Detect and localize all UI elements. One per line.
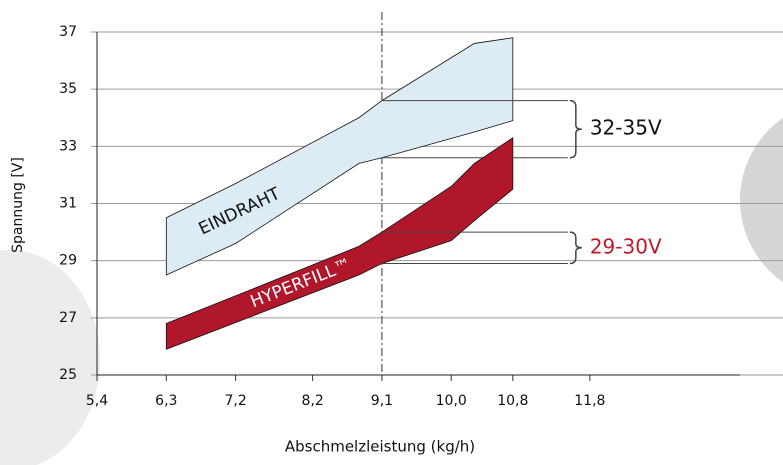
background-decoration [0,250,100,465]
y-axis-label: Spannung [V] [10,157,26,253]
x-tick-label: 5,4 [86,393,108,409]
y-tick-label: 29 [59,253,77,269]
y-tick-label: 35 [59,81,77,97]
bracket [569,99,582,159]
x-tick-label: 7,2 [224,393,246,409]
annotation: 29-30V [590,234,662,258]
band [165,37,514,276]
background-decoration [740,117,783,283]
x-tick-label: 6,3 [155,393,177,409]
x-tick-label: 10,8 [497,393,528,409]
annotation: 32-35V [590,116,662,140]
bracket [569,231,582,265]
x-tick-label: 9,1 [371,393,393,409]
series-label: HYPERFILL™ [248,255,355,313]
y-tick-label: 33 [59,138,77,154]
y-tick-label: 27 [59,310,77,326]
y-tick-label: 25 [59,367,77,383]
y-tick-label: 37 [59,24,77,40]
y-tick-label: 31 [59,196,77,212]
x-tick-label: 8,2 [301,393,323,409]
x-tick-label: 11,8 [574,393,605,409]
x-axis-label: Abschmelzleistung (kg/h) [285,438,475,456]
x-tick-label: 10,0 [436,393,467,409]
